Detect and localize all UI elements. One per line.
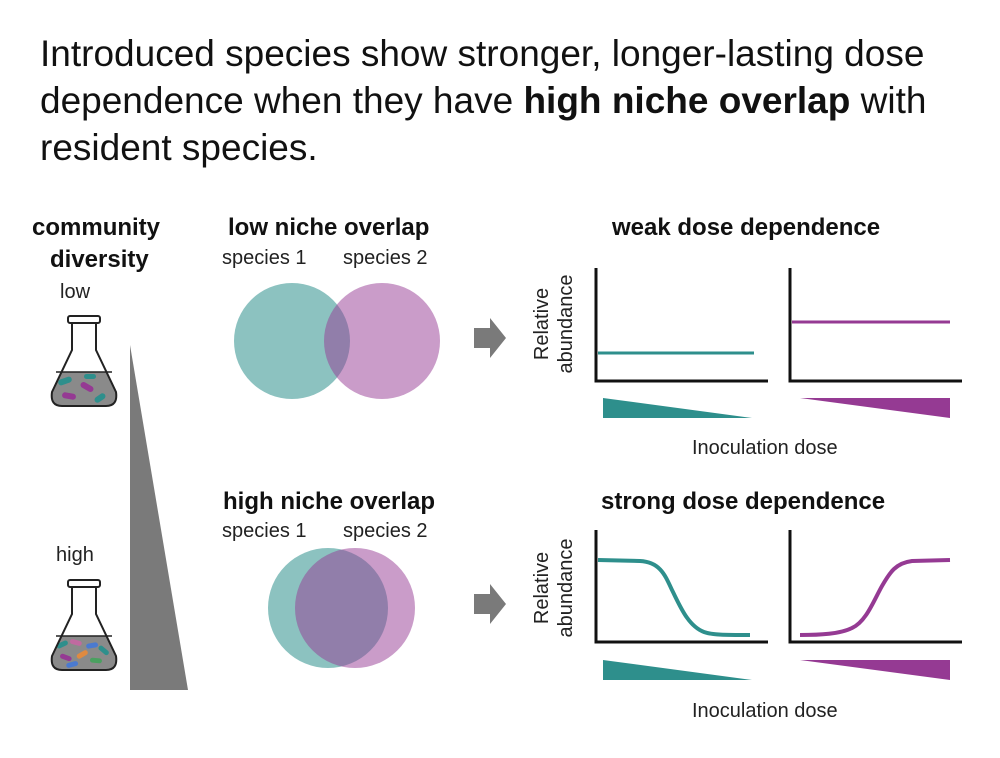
x-label-top: Inoculation dose bbox=[692, 437, 838, 459]
headline-part2: with resident species. bbox=[40, 80, 927, 168]
diversity-title-line2: diversity bbox=[50, 246, 149, 273]
x-label-bottom: Inoculation dose bbox=[692, 700, 838, 722]
dose-wedge-teal-bottom bbox=[603, 660, 752, 680]
arrow-icon-top bbox=[474, 318, 506, 358]
headline-bold: high niche overlap bbox=[523, 80, 851, 121]
venn-high-overlap bbox=[268, 548, 415, 668]
species1-circle-low bbox=[234, 283, 350, 399]
diversity-low-label: low bbox=[60, 281, 91, 303]
flask-high-diversity-icon bbox=[50, 579, 118, 671]
diversity-high-label: high bbox=[56, 544, 94, 566]
y-label-top: Relative abundance bbox=[531, 275, 577, 374]
diversity-title-line1: community bbox=[32, 214, 161, 241]
low-overlap-species2: species 2 bbox=[343, 247, 428, 269]
y-label-top-line2: abundance bbox=[555, 275, 577, 374]
y-label-bottom-line2: abundance bbox=[555, 539, 577, 638]
strong-species1-curve bbox=[597, 558, 751, 637]
low-overlap-title: low niche overlap bbox=[228, 214, 430, 241]
plot-weak-species2 bbox=[788, 268, 962, 418]
y-label-bottom-line1: Relative bbox=[531, 552, 553, 624]
venn-low-overlap bbox=[234, 283, 440, 399]
high-overlap-title: high niche overlap bbox=[223, 488, 436, 515]
arrow-icon-bottom bbox=[474, 584, 506, 624]
flask-low-diversity-icon bbox=[50, 315, 118, 407]
dose-wedge-purple-bottom bbox=[800, 660, 950, 680]
diversity-gradient-wedge bbox=[130, 345, 188, 690]
headline-part1: Introduced species show stronger, longer… bbox=[40, 33, 925, 121]
plot-weak-species1 bbox=[594, 268, 768, 418]
strong-species2-curve bbox=[799, 558, 951, 637]
high-overlap-species2: species 2 bbox=[343, 520, 428, 542]
weak-dose-title: weak dose dependence bbox=[612, 214, 881, 241]
headline: Introduced species show stronger, longer… bbox=[40, 30, 970, 171]
dose-wedge-teal-top bbox=[603, 398, 752, 418]
plot-strong-species1 bbox=[594, 530, 768, 680]
dose-wedge-purple-top bbox=[800, 398, 950, 418]
species2-circle-high bbox=[295, 548, 415, 668]
strong-dose-title: strong dose dependence bbox=[601, 488, 886, 515]
low-overlap-species1: species 1 bbox=[222, 247, 307, 269]
y-label-top-line1: Relative bbox=[531, 288, 553, 360]
high-overlap-species1: species 1 bbox=[222, 520, 307, 542]
y-label-bottom: Relative abundance bbox=[531, 539, 577, 638]
plot-strong-species2 bbox=[788, 530, 962, 680]
species2-circle-low bbox=[324, 283, 440, 399]
